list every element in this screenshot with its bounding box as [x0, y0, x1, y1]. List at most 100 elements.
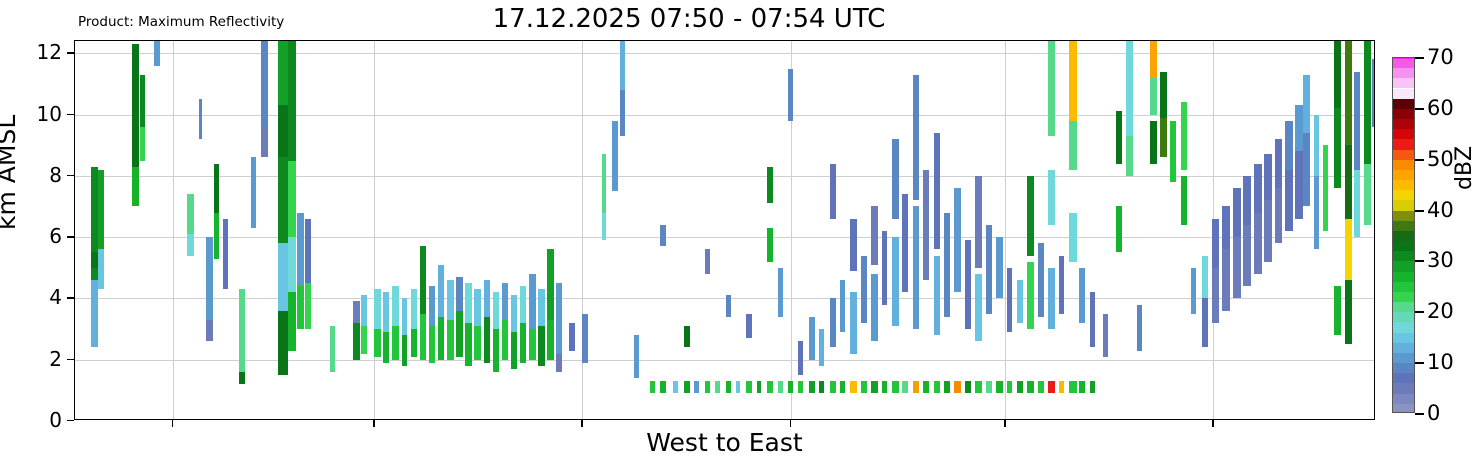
- colorbar-segment: [1393, 261, 1414, 272]
- heatmap-cell: [374, 329, 381, 357]
- heatmap-cell: [1364, 163, 1371, 225]
- heatmap-cell: [297, 212, 304, 287]
- heatmap-cell: [954, 188, 961, 293]
- heatmap-cell: [1170, 120, 1176, 182]
- heatmap-cell: [1149, 41, 1157, 78]
- heatmap-cell: [519, 322, 527, 363]
- heatmap-cell: [392, 326, 399, 360]
- heatmap-cell: [1048, 267, 1055, 330]
- heatmap-cell: [601, 212, 607, 241]
- heatmap-cell: [1068, 381, 1077, 394]
- colorbar-tick-label: 10: [1427, 350, 1454, 375]
- heatmap-cell: [383, 332, 390, 363]
- heatmap-cell: [881, 231, 888, 305]
- x-axis-tick: [373, 420, 375, 427]
- heatmap-cell: [735, 381, 741, 394]
- heatmap-cell: [1313, 114, 1320, 176]
- heatmap-cell: [1295, 151, 1304, 219]
- heatmap-cell: [1303, 132, 1310, 207]
- y-axis-tick-label: 12: [36, 40, 62, 65]
- heatmap-cell: [1115, 206, 1122, 253]
- heatmap-cell: [871, 381, 878, 394]
- colorbar-segment: [1393, 363, 1414, 374]
- colorbar-tick-label: 50: [1427, 146, 1454, 171]
- heatmap-cell: [1212, 218, 1220, 268]
- colorbar-segment: [1393, 180, 1414, 191]
- colorbar-segment: [1393, 373, 1414, 384]
- heatmap-cell: [1068, 120, 1077, 170]
- heatmap-cell: [985, 381, 992, 394]
- heatmap-cell: [1006, 267, 1013, 333]
- colorbar-segment: [1393, 78, 1414, 89]
- page-title: 17.12.2025 07:50 - 07:54 UTC: [492, 4, 886, 34]
- colorbar-gradient: [1393, 58, 1414, 412]
- heatmap-cell: [392, 286, 399, 326]
- heatmap-cell: [944, 381, 950, 394]
- heatmap-cell: [1353, 169, 1360, 238]
- heatmap-cell: [1027, 261, 1035, 330]
- heatmap-cell: [923, 169, 930, 281]
- colorbar-segment: [1393, 139, 1414, 150]
- heatmap-cell: [98, 249, 105, 290]
- gridline-horizontal: [75, 359, 1374, 361]
- colorbar-segment: [1393, 291, 1414, 303]
- heatmap-cell: [529, 329, 536, 360]
- heatmap-cell: [437, 316, 445, 360]
- heatmap-cell: [1048, 169, 1055, 225]
- gridline-vertical: [582, 41, 584, 419]
- heatmap-cell: [529, 273, 536, 330]
- y-axis-tick: [67, 113, 74, 115]
- heatmap-cell: [715, 381, 720, 394]
- heatmap-cell: [756, 381, 762, 394]
- heatmap-cell: [1372, 59, 1374, 127]
- heatmap-cell: [383, 292, 390, 333]
- heatmap-cell: [1126, 136, 1133, 176]
- colorbar-segment: [1393, 302, 1414, 313]
- heatmap-cell: [474, 326, 481, 360]
- heatmap-cell: [582, 313, 588, 363]
- colorbar-segment: [1393, 129, 1414, 140]
- heatmap-cell: [1149, 120, 1157, 164]
- heatmap-cell: [829, 163, 837, 219]
- heatmap-cell: [1322, 145, 1328, 231]
- heatmap-cell: [1344, 145, 1352, 219]
- heatmap-cell: [704, 381, 710, 394]
- heatmap-cell: [620, 41, 626, 91]
- heatmap-cell: [1079, 381, 1086, 394]
- heatmap-cell: [767, 381, 773, 394]
- heatmap-cell: [767, 227, 773, 262]
- heatmap-cell: [871, 206, 878, 265]
- colorbar-segment: [1393, 220, 1414, 231]
- heatmap-cell: [419, 313, 426, 360]
- y-axis-tick: [67, 297, 74, 299]
- heatmap-cell: [1079, 267, 1086, 323]
- heatmap-cell: [1160, 117, 1167, 158]
- heatmap-cell: [808, 316, 815, 360]
- heatmap-cell: [787, 381, 794, 394]
- heatmap-cell: [198, 99, 203, 140]
- heatmap-cell: [510, 295, 518, 333]
- heatmap-cell: [447, 280, 454, 320]
- heatmap-cell: [933, 255, 941, 336]
- heatmap-cell: [850, 381, 857, 394]
- colorbar: [1392, 57, 1415, 413]
- heatmap-cell: [860, 255, 867, 323]
- heatmap-cell: [798, 341, 803, 376]
- plot-area: [74, 40, 1375, 420]
- gridline-horizontal: [75, 114, 1374, 116]
- heatmap-cell: [1243, 224, 1252, 287]
- heatmap-cell: [1115, 111, 1122, 164]
- colorbar-segment: [1393, 230, 1414, 242]
- heatmap-cell: [829, 381, 837, 394]
- colorbar-tick: [1415, 107, 1424, 110]
- heatmap-cell: [401, 335, 408, 366]
- colorbar-segment: [1393, 352, 1414, 364]
- heatmap-cell: [1201, 298, 1209, 348]
- heatmap-cell: [361, 326, 368, 354]
- heatmap-cell: [767, 166, 773, 204]
- heatmap-cell: [620, 90, 626, 136]
- colorbar-segment: [1393, 119, 1414, 130]
- heatmap-cell: [975, 273, 982, 342]
- heatmap-cell: [819, 329, 825, 366]
- heatmap-cell: [98, 169, 105, 250]
